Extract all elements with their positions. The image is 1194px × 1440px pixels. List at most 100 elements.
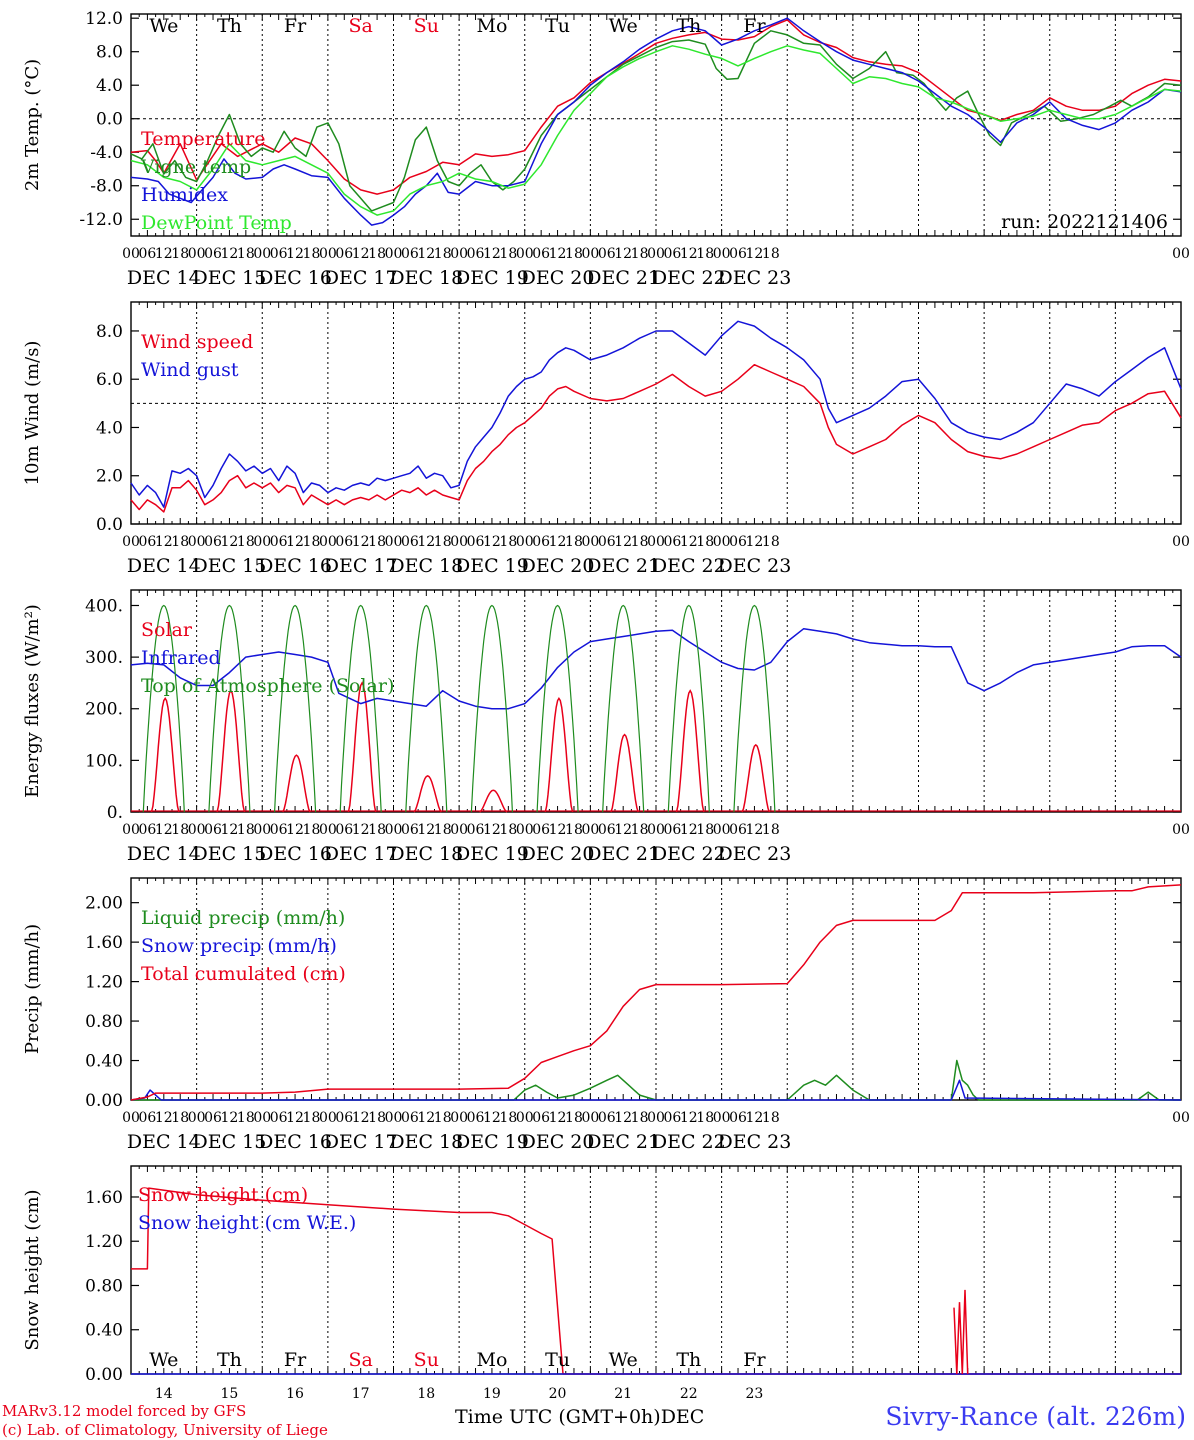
hour-tick-label: 00	[385, 246, 403, 262]
date-label: DEC 23	[718, 843, 792, 865]
series-temperature	[130, 19, 1182, 195]
hour-tick-label: 06	[204, 534, 222, 550]
hour-tick-label: 06	[729, 534, 747, 550]
hour-tick-label: 06	[401, 534, 419, 550]
hour-tick-label: 00	[713, 246, 731, 262]
toa-day-curve	[339, 604, 382, 813]
hour-tick-label: 18	[237, 534, 255, 550]
y-tick-label: 0.0	[96, 515, 123, 535]
date-label: DEC 23	[718, 1131, 792, 1153]
hour-tick-label: 06	[138, 822, 156, 838]
solar-day-curve	[347, 681, 377, 813]
date-label: DEC 21	[586, 1131, 660, 1153]
hour-tick-label: 06	[270, 822, 288, 838]
hour-tick-label: 12	[746, 822, 764, 838]
hour-tick-label: 18	[696, 822, 714, 838]
hour-tick-label: 12	[549, 822, 567, 838]
panel-2: 8.0 6.0 4.0 2.0 0.0 10m Wind (m/s) Wind speed W…	[22, 301, 1190, 577]
weekday-label: We	[609, 15, 638, 37]
hour-tick-label: 00	[1172, 534, 1190, 550]
toa-day-curve	[602, 604, 645, 813]
hour-tick-label: 12	[680, 534, 698, 550]
model-credit: MARv3.12 model forced by GFS	[2, 1402, 247, 1420]
weekday-label: Th	[217, 1349, 242, 1371]
hour-tick-label: 18	[368, 822, 386, 838]
y-tick-label: 200.	[85, 700, 123, 720]
weekday-label: Fr	[743, 15, 766, 37]
y-tick-label: 100.	[85, 751, 123, 771]
solar-day-curve	[610, 733, 639, 813]
hour-tick-label: 12	[549, 534, 567, 550]
hour-tick-label: 06	[532, 1110, 550, 1126]
snow-spike	[953, 1289, 969, 1375]
weekday-label: Tu	[545, 15, 570, 37]
hour-tick-label: 06	[335, 1110, 353, 1126]
hour-tick-label: 12	[155, 534, 173, 550]
hour-tick-label: 12	[680, 246, 698, 262]
hour-tick-label: 18	[303, 534, 321, 550]
hour-tick-label: 06	[138, 534, 156, 550]
hour-tick-label: 18	[303, 1110, 321, 1126]
panel-1: 12.0 8.0 4.0 0.0 -4.0 -8.0 -12.0 2m Temp. (°C) T…	[22, 9, 1190, 289]
weekday-label: Fr	[284, 15, 307, 37]
y-tick-label: 1.60	[85, 933, 123, 953]
hour-tick-label: 06	[270, 246, 288, 262]
hour-tick-label: 18	[171, 822, 189, 838]
date-label: DEC 23	[718, 555, 792, 577]
toa-day-curve	[274, 604, 317, 813]
hour-tick-label: 06	[532, 246, 550, 262]
hour-tick-label: 12	[155, 246, 173, 262]
hour-tick-label: 00	[647, 534, 665, 550]
lab-credit: (c) Lab. of Climatology, University of L…	[2, 1421, 328, 1439]
hour-tick-label: 18	[762, 534, 780, 550]
hour-tick-label: 00	[516, 246, 534, 262]
solar-day-curve	[150, 696, 180, 813]
hour-tick-label: 06	[467, 246, 485, 262]
y-tick-label: 6.0	[96, 370, 123, 390]
hour-tick-label: 06	[467, 534, 485, 550]
day-number-label: 19	[483, 1386, 501, 1402]
hour-tick-label: 12	[614, 822, 632, 838]
y-tick-label: 12.0	[85, 9, 123, 29]
date-label: DEC 17	[324, 555, 398, 577]
run-label: run: 2022121406	[1001, 211, 1168, 233]
hour-tick-label: 12	[614, 534, 632, 550]
day-number-label: 14	[155, 1386, 173, 1402]
hour-tick-label: 00	[450, 822, 468, 838]
hour-tick-label: 00	[122, 1110, 140, 1126]
y-tick-label: 0.40	[85, 1321, 123, 1341]
hour-tick-label: 06	[335, 534, 353, 550]
panel-5: 1.60 1.20 0.80 0.40 0.00 Snow height (cm) Snow…	[22, 1165, 1182, 1385]
hour-tick-label: 18	[171, 1110, 189, 1126]
solar-day-curve	[741, 743, 771, 813]
hour-tick-label: 18	[499, 1110, 517, 1126]
weekday-label: We	[609, 1349, 638, 1371]
y-tick-label: -8.0	[90, 177, 123, 197]
hour-tick-label: 12	[614, 1110, 632, 1126]
legend-entry: Solar	[141, 619, 193, 641]
hour-tick-label: 12	[483, 1110, 501, 1126]
y-tick-label: 2.0	[96, 467, 123, 487]
hour-tick-label: 06	[467, 1110, 485, 1126]
hour-tick-label: 00	[319, 1110, 337, 1126]
hour-tick-label: 18	[762, 246, 780, 262]
hour-tick-label: 06	[270, 534, 288, 550]
hour-tick-label: 18	[171, 534, 189, 550]
legend-entry: Vigne temp	[140, 156, 251, 178]
legend-entry: Wind speed	[141, 331, 253, 353]
legend-entry: Snow height (cm W.E.)	[138, 1212, 356, 1234]
solar-day-curve	[282, 754, 311, 813]
day-number-label: 16	[286, 1386, 304, 1402]
hour-tick-label: 12	[417, 246, 435, 262]
date-label: DEC 17	[324, 1131, 398, 1153]
hour-tick-label: 06	[663, 534, 681, 550]
hour-tick-label: 06	[401, 246, 419, 262]
hour-tick-label: 18	[565, 534, 583, 550]
hour-tick-label: 12	[417, 1110, 435, 1126]
weekday-label: Th	[676, 1349, 701, 1371]
series-dewpoint-temp	[130, 45, 1182, 216]
date-label: DEC 15	[193, 267, 267, 289]
hour-tick-label: 00	[1172, 822, 1190, 838]
toa-day-curve	[142, 604, 185, 813]
hour-tick-label: 06	[204, 1110, 222, 1126]
